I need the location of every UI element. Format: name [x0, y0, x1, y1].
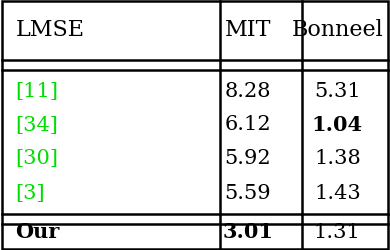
Text: 5.31: 5.31 — [314, 82, 361, 101]
Text: 5.92: 5.92 — [224, 149, 271, 168]
Text: MIT: MIT — [224, 19, 271, 41]
Text: Bonneel: Bonneel — [291, 19, 383, 41]
Text: [11]: [11] — [16, 82, 58, 101]
Text: 1.04: 1.04 — [312, 115, 363, 135]
Text: 1.38: 1.38 — [314, 149, 361, 168]
Text: 1.43: 1.43 — [314, 184, 361, 203]
Text: 8.28: 8.28 — [224, 82, 271, 101]
Text: [3]: [3] — [16, 184, 45, 203]
Text: 1.31: 1.31 — [314, 222, 361, 242]
Text: [34]: [34] — [16, 116, 58, 134]
Text: 6.12: 6.12 — [224, 116, 271, 134]
Text: 3.01: 3.01 — [222, 222, 273, 242]
Text: [30]: [30] — [16, 149, 58, 168]
Text: Our: Our — [16, 222, 60, 242]
Text: LMSE: LMSE — [16, 19, 85, 41]
Text: 5.59: 5.59 — [224, 184, 271, 203]
